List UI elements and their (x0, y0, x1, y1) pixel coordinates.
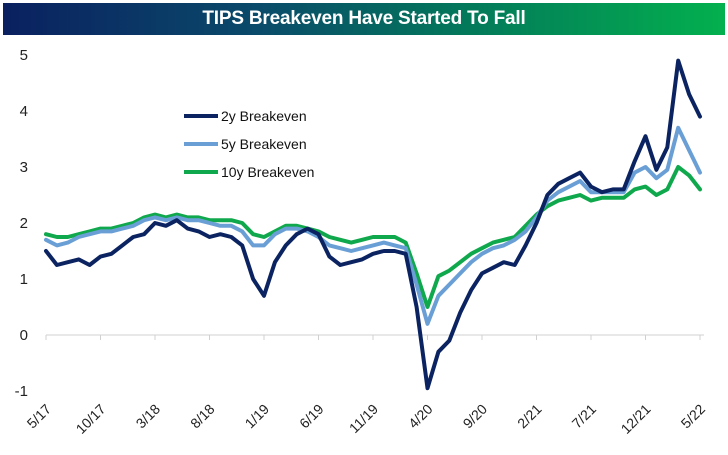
x-tick-label: 7/21 (569, 401, 600, 432)
x-tick-label: 5/22 (678, 401, 709, 432)
x-axis: 5/17 10/17 3/18 8/18 1/19 6/19 11/19 4/20 9/20 2/… (24, 334, 709, 437)
x-tick-label: 5/17 (24, 401, 55, 432)
legend: 2y Breakeven 5y Breakeven 10y Breakeven (184, 108, 314, 180)
y-tick-label: 0 (20, 327, 28, 344)
x-tick-label: 2/21 (514, 401, 545, 432)
x-tick-label: 9/20 (460, 401, 491, 432)
plot-area (44, 58, 702, 391)
legend-label: 10y Breakeven (221, 164, 314, 180)
x-tick-label: 10/17 (73, 401, 109, 437)
y-tick-label: -1 (15, 383, 28, 400)
x-tick-label: 8/18 (187, 401, 218, 432)
y-axis: 5 4 3 2 1 0 -1 (15, 47, 28, 400)
x-tick-label: 4/20 (405, 401, 436, 432)
legend-label: 5y Breakeven (221, 136, 307, 152)
series-line-5y-breakeven (44, 125, 702, 326)
series-line-10y-breakeven (44, 165, 702, 309)
series-line-2y-breakeven (44, 58, 702, 391)
x-tick-label: 3/18 (133, 401, 164, 432)
y-tick-label: 4 (20, 103, 28, 120)
x-tick-label: 11/19 (346, 401, 382, 437)
chart-title-bar: TIPS Breakeven Have Started To Fall (3, 3, 725, 35)
y-tick-label: 2 (20, 215, 28, 232)
y-tick-label: 3 (20, 159, 28, 176)
chart-title: TIPS Breakeven Have Started To Fall (202, 8, 526, 29)
y-tick-label: 1 (20, 271, 28, 288)
y-tick-label: 5 (20, 47, 28, 64)
x-tick-label: 1/19 (242, 401, 273, 432)
x-tick-label: 6/19 (296, 401, 327, 432)
x-tick-label: 12/21 (618, 401, 654, 437)
legend-label: 2y Breakeven (221, 108, 307, 124)
